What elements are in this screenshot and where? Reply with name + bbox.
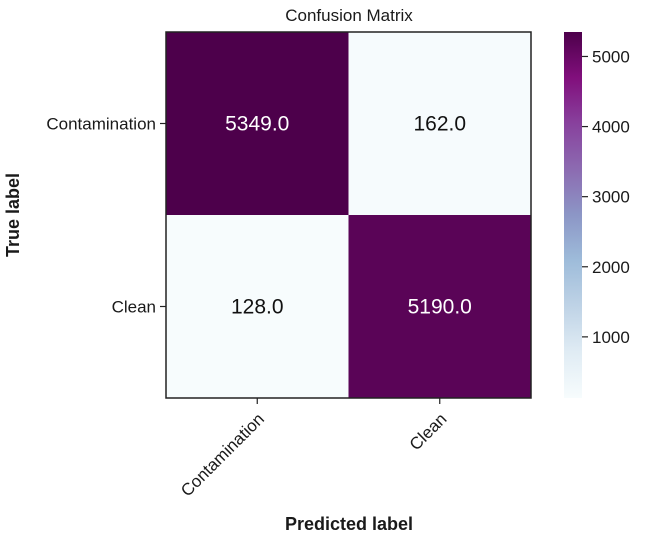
- heatmap-frame: [165, 31, 532, 399]
- colorbar-tick-label: 3000: [592, 188, 630, 207]
- cell-value-label: 128.0: [231, 296, 284, 319]
- chart-title: Confusion Matrix: [285, 6, 413, 25]
- x-tick-label: Contamination: [177, 409, 268, 500]
- colorbar-tick-label: 2000: [592, 258, 630, 277]
- heatmap-cell: [348, 215, 531, 398]
- colorbar: [564, 32, 582, 398]
- y-axis-ticks: Contamination Clean: [46, 115, 166, 317]
- colorbar-tick-label: 4000: [592, 118, 630, 137]
- x-axis-ticks: Contamination Clean: [177, 398, 451, 500]
- heatmap-cell: [348, 32, 531, 215]
- colorbar-ticks: 1000 2000 3000 4000 5000: [582, 47, 630, 347]
- x-tick-label: Clean: [406, 409, 451, 454]
- heatmap-cells: 5349.0 162.0 128.0 5190.0: [166, 32, 531, 398]
- y-tick-label: Clean: [112, 298, 156, 317]
- colorbar-tick-label: 1000: [592, 328, 630, 347]
- x-axis-label: Predicted label: [285, 514, 413, 534]
- cell-value-label: 5349.0: [225, 113, 289, 136]
- heatmap-cell: [166, 32, 349, 215]
- y-axis-label: True label: [3, 173, 23, 257]
- y-tick-label: Contamination: [46, 115, 156, 134]
- cell-value-label: 162.0: [413, 113, 466, 136]
- colorbar-tick-label: 5000: [592, 47, 630, 66]
- cell-value-label: 5190.0: [408, 296, 472, 319]
- heatmap-cell: [166, 215, 349, 398]
